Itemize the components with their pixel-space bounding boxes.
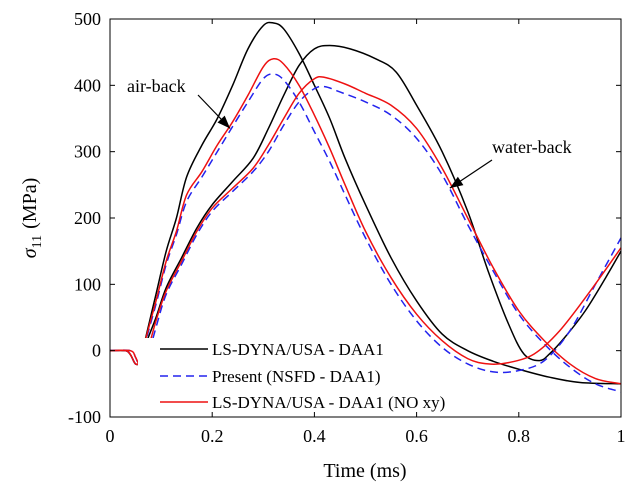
y-axis-label: σ11 (MPa) — [19, 178, 45, 258]
annotation-arrow-head-2 — [449, 176, 464, 189]
y-tick-label: 500 — [74, 9, 101, 29]
annotation-label-1: air-back — [127, 76, 186, 96]
y-axis-label-symbol: σ — [19, 247, 41, 258]
annotation-arrow-head-1 — [217, 115, 231, 129]
series-2-line-1 — [109, 73, 622, 374]
series-3-line-1 — [109, 57, 622, 366]
legend-label-1: LS-DYNA/USA - DAA1 — [212, 340, 384, 359]
legend-label-2: Present (NSFD - DAA1) — [212, 367, 381, 386]
y-tick-label: 100 — [74, 274, 101, 294]
legend-label-3: LS-DYNA/USA - DAA1 (NO xy) — [212, 393, 445, 412]
annotation-layer: air-back water-back — [127, 76, 572, 189]
x-tick-label: 0.8 — [508, 426, 531, 446]
y-tick-label: 0 — [92, 341, 101, 361]
x-tick-label: 0.4 — [303, 426, 326, 446]
series-2-line-2 — [109, 85, 622, 393]
y-tick-label: 400 — [74, 75, 101, 95]
legend: LS-DYNA/USA - DAA1 Present (NSFD - DAA1)… — [138, 338, 445, 412]
x-tick-label: 1 — [617, 426, 626, 446]
x-axis-label: Time (ms) — [323, 460, 406, 482]
annotation-label-2: water-back — [492, 137, 572, 157]
series-3-line-2 — [109, 75, 622, 385]
series-1-line-2 — [109, 44, 622, 366]
legend-box — [138, 338, 372, 412]
y-tick-label: -100 — [68, 407, 101, 427]
y-axis-label-subscript: 11 — [30, 235, 45, 248]
series-layer — [109, 21, 622, 393]
y-axis-label-unit: (MPa) — [19, 178, 41, 229]
x-tick-label: 0.6 — [405, 426, 428, 446]
y-tick-label: 300 — [74, 142, 101, 162]
x-tick-label: 0 — [106, 426, 115, 446]
x-tick-label: 0.2 — [201, 426, 224, 446]
y-tick-label: 200 — [74, 208, 101, 228]
